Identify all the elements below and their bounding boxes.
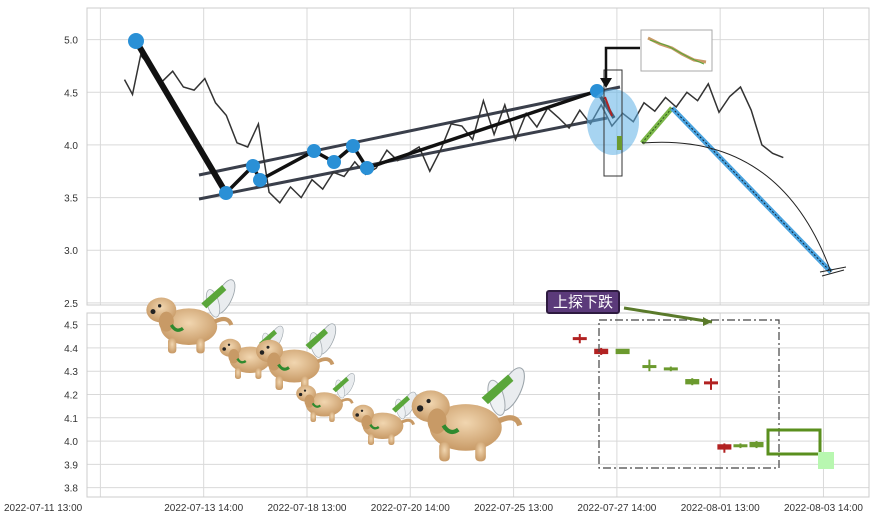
top-panel-y-tick-labels: 5.0 4.5 4.0 3.5 3.0 2.5 [64, 36, 78, 310]
candle-body [685, 379, 700, 385]
dog-fairy-sprite [254, 322, 342, 392]
focus-bracket [603, 69, 623, 177]
candle-body [749, 441, 764, 448]
bottom-y-tick-label: 3.8 [64, 484, 78, 495]
forecast-arc [641, 141, 832, 273]
annotation-dashed-frame [598, 319, 780, 469]
x-tick-label: 2022-07-27 14:00 [577, 503, 656, 514]
top-y-tick-label: 4.0 [64, 141, 78, 152]
minimap-sketch-line [649, 39, 705, 65]
trend-channel [198, 85, 621, 201]
pivot-points [128, 33, 604, 200]
bottom-panel-y-tick-labels: 4.5 4.4 4.3 4.2 4.1 4.0 3.9 3.8 [64, 321, 78, 495]
focus-marker [587, 69, 639, 177]
top-panel-frame [86, 7, 870, 306]
bottom-y-tick-label: 4.5 [64, 321, 78, 332]
pivot-dot [346, 139, 360, 153]
annotation-arrow [623, 306, 713, 324]
top-y-tick-label: 5.0 [64, 36, 78, 47]
top-y-tick-label: 4.5 [64, 88, 78, 99]
highlight-box [766, 428, 822, 456]
x-tick-label: 2022-08-03 14:00 [784, 503, 863, 514]
x-tick-label: 2022-07-18 13:00 [268, 503, 347, 514]
candle-body [663, 367, 678, 371]
callout-arrow [604, 46, 640, 80]
pivot-dot [128, 33, 144, 49]
pivot-dot [246, 159, 260, 173]
bottom-y-tick-label: 4.1 [64, 414, 78, 425]
dog-fairy-sprite [412, 364, 530, 461]
focus-wick [604, 96, 613, 117]
price-line [123, 53, 784, 204]
candle-body [733, 444, 748, 448]
pattern-drop-segment [133, 39, 229, 195]
forecast [640, 106, 847, 277]
pattern-zigzag-segment [224, 88, 616, 195]
forecast-down-leg [670, 106, 833, 274]
candle-body [717, 444, 732, 450]
bottom-y-tick-label: 4.0 [64, 437, 78, 448]
x-tick-label: 2022-07-25 13:00 [474, 503, 553, 514]
candle-body [594, 348, 609, 355]
ghost-candle [818, 452, 834, 469]
bottom-panel-frame [86, 312, 870, 498]
annotation-arrowhead [703, 317, 712, 326]
focus-candle [617, 136, 622, 150]
pivot-dot [219, 186, 233, 200]
x-tick-label: 2022-07-20 14:00 [371, 503, 450, 514]
channel-upper-line [198, 85, 621, 177]
annotation-label: 上探下跌 [546, 290, 620, 314]
x-tick-label: 2022-08-01 13:00 [681, 503, 760, 514]
forecast-target-mark [819, 266, 847, 277]
annotation-box [598, 306, 834, 469]
pivot-dot [327, 155, 341, 169]
callout-arrowhead [600, 78, 612, 88]
top-y-tick-label: 2.5 [64, 299, 78, 310]
pivot-dot [253, 173, 267, 187]
top-y-tick-label: 3.5 [64, 194, 78, 205]
bottom-y-tick-label: 4.4 [64, 344, 78, 355]
bottom-y-tick-label: 4.3 [64, 367, 78, 378]
top-y-tick-label: 3.0 [64, 246, 78, 257]
bottom-y-tick-label: 3.9 [64, 460, 78, 471]
pivot-dot [307, 144, 321, 158]
candle-body [615, 348, 630, 355]
channel-lower-line [198, 116, 608, 201]
x-tick-labels: 2022-07-11 13:00 2022-07-13 14:00 2022-07-… [4, 503, 863, 514]
bottom-y-tick-label: 4.2 [64, 391, 78, 402]
pivot-dot [360, 161, 374, 175]
candle-body [642, 365, 657, 369]
x-tick-label: 2022-07-11 13:00 [4, 503, 83, 514]
x-tick-label: 2022-07-13 14:00 [164, 503, 243, 514]
candle-body [703, 381, 718, 385]
focus-ellipse [587, 89, 639, 155]
minimap-callout [600, 29, 713, 88]
candle-body [572, 337, 587, 341]
candlesticks [572, 333, 764, 453]
forecast-up-leg [640, 106, 674, 145]
